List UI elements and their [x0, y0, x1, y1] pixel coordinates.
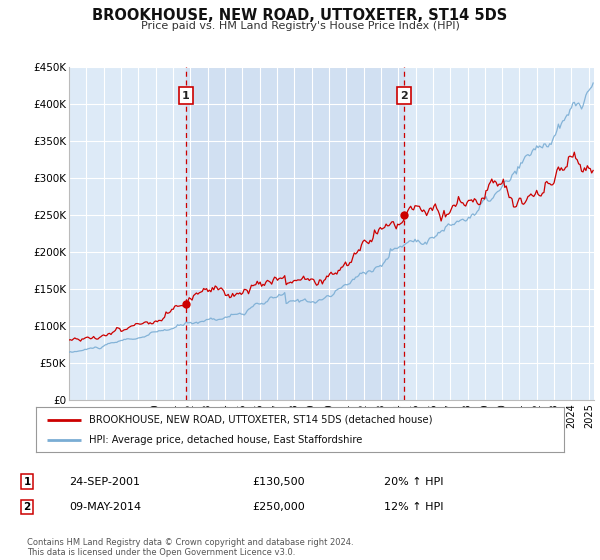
Text: 1: 1 — [23, 477, 31, 487]
Text: 20% ↑ HPI: 20% ↑ HPI — [384, 477, 443, 487]
Text: 2: 2 — [23, 502, 31, 512]
Text: This data is licensed under the Open Government Licence v3.0.: This data is licensed under the Open Gov… — [27, 548, 295, 557]
Text: BROOKHOUSE, NEW ROAD, UTTOXETER, ST14 5DS (detached house): BROOKHOUSE, NEW ROAD, UTTOXETER, ST14 5D… — [89, 414, 432, 424]
Text: 09-MAY-2014: 09-MAY-2014 — [69, 502, 141, 512]
Text: 24-SEP-2001: 24-SEP-2001 — [69, 477, 140, 487]
Text: £130,500: £130,500 — [252, 477, 305, 487]
Text: Price paid vs. HM Land Registry's House Price Index (HPI): Price paid vs. HM Land Registry's House … — [140, 21, 460, 31]
Text: HPI: Average price, detached house, East Staffordshire: HPI: Average price, detached house, East… — [89, 435, 362, 445]
Text: Contains HM Land Registry data © Crown copyright and database right 2024.: Contains HM Land Registry data © Crown c… — [27, 538, 353, 547]
Text: £250,000: £250,000 — [252, 502, 305, 512]
Text: 2: 2 — [401, 91, 409, 101]
Text: 1: 1 — [182, 91, 190, 101]
Text: 12% ↑ HPI: 12% ↑ HPI — [384, 502, 443, 512]
Bar — [185, 67, 404, 400]
Text: BROOKHOUSE, NEW ROAD, UTTOXETER, ST14 5DS: BROOKHOUSE, NEW ROAD, UTTOXETER, ST14 5D… — [92, 8, 508, 24]
